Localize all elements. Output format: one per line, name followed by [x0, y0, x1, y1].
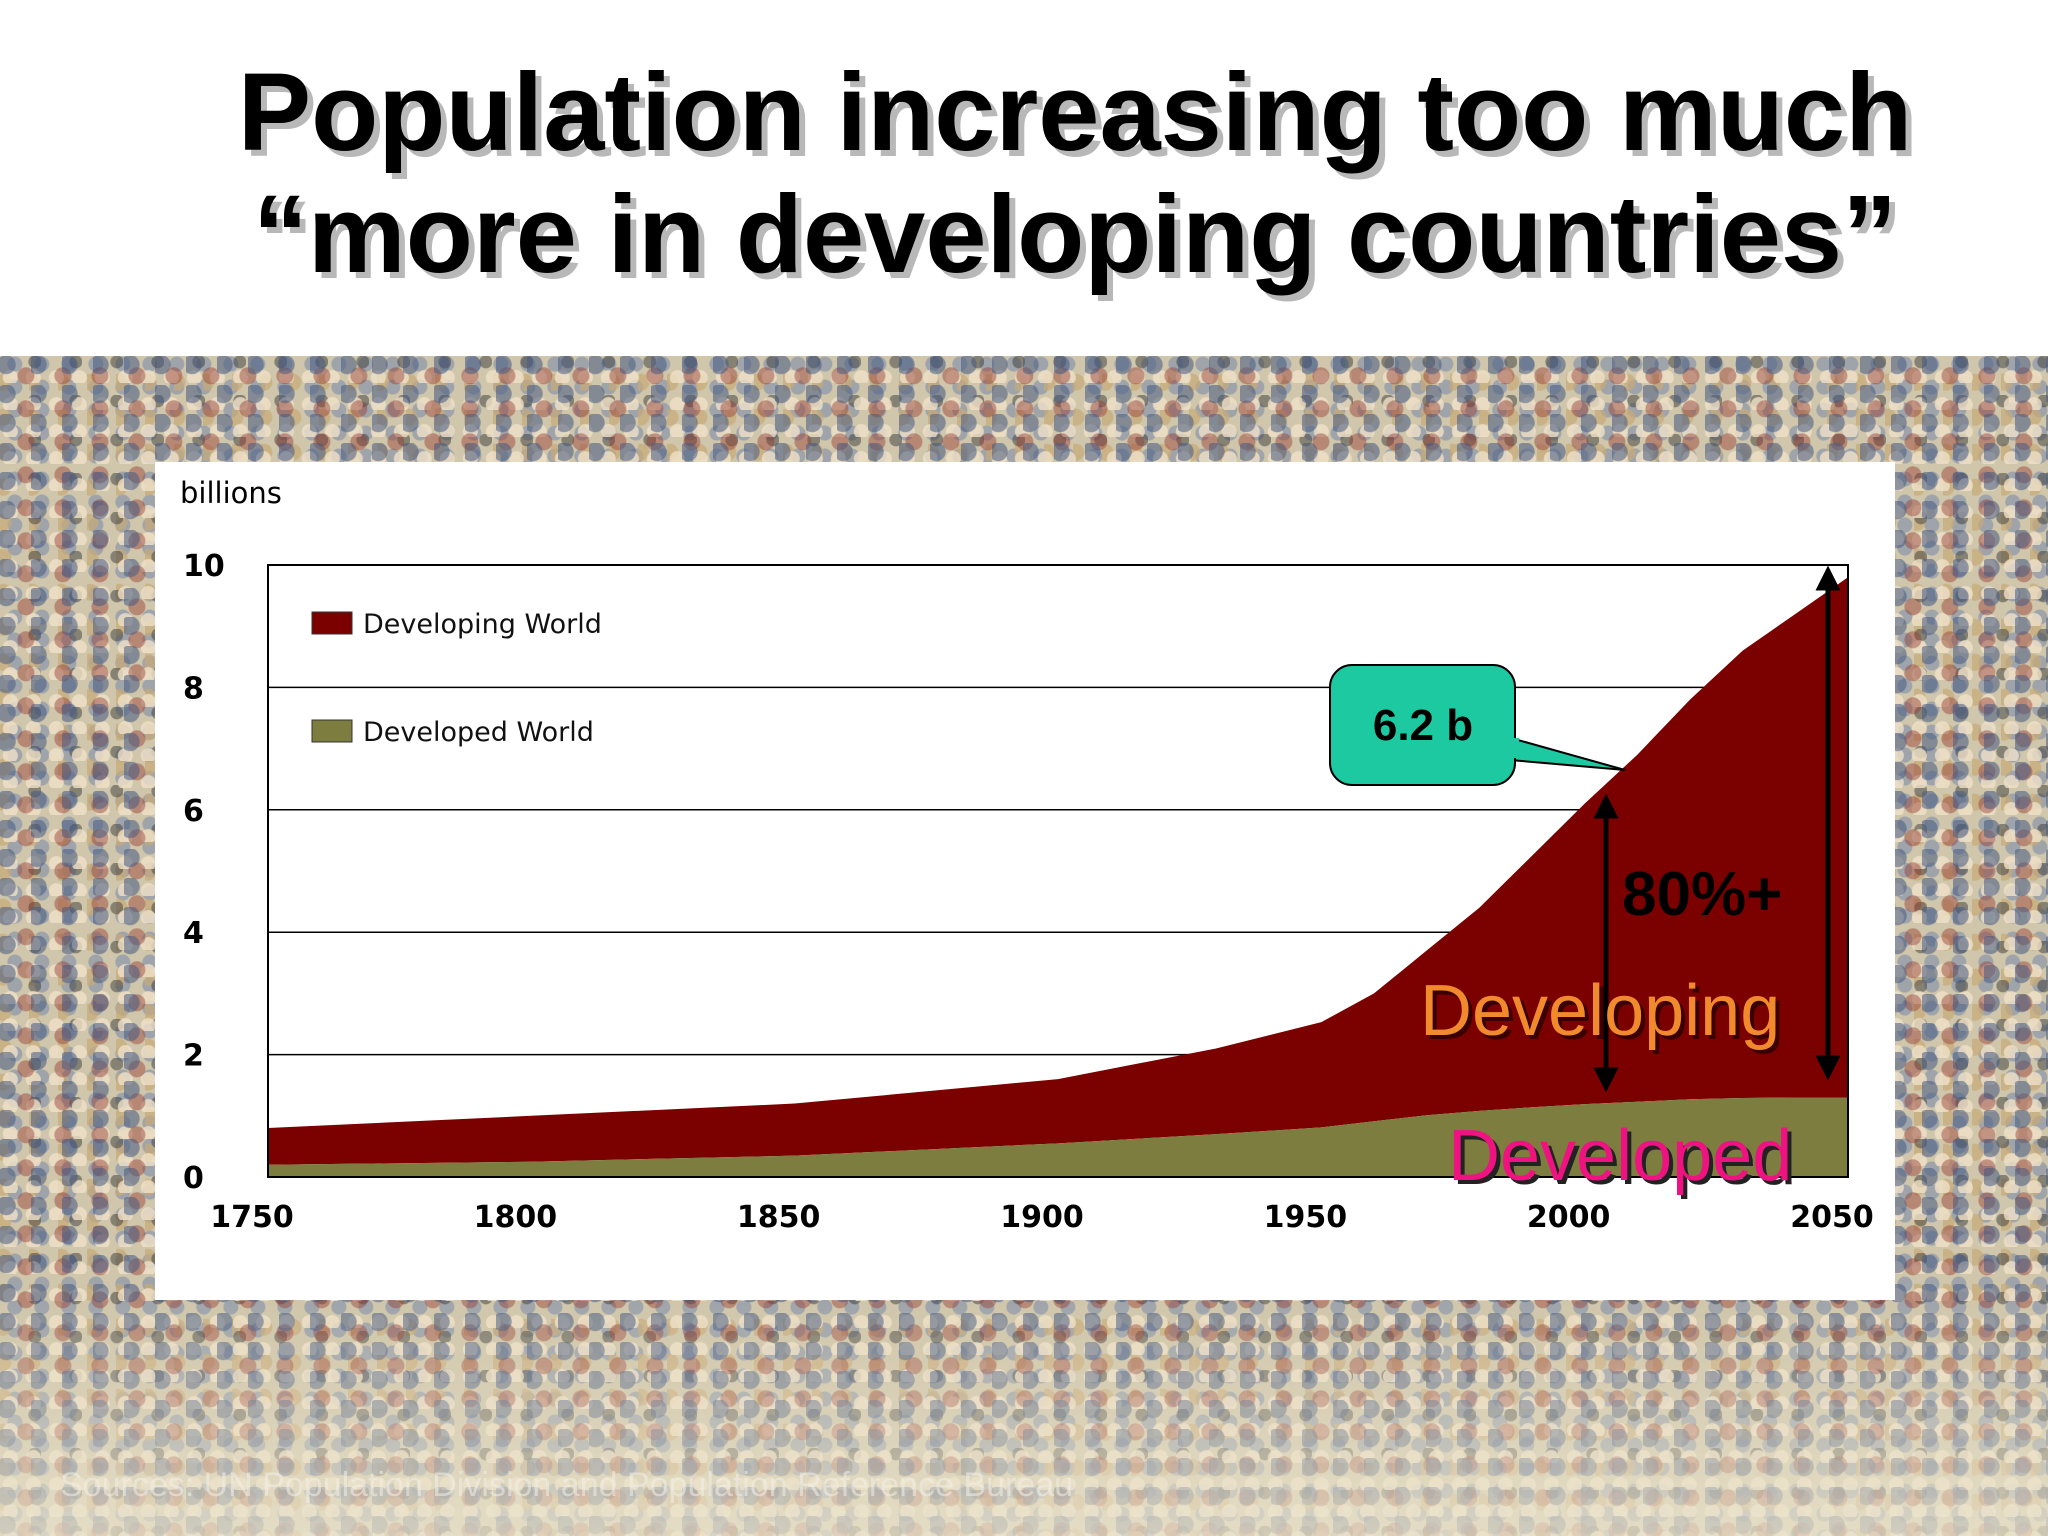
slide-title: Population increasing too much “more in …	[130, 52, 2020, 296]
y-tick-label-0: 0	[183, 1161, 204, 1196]
x-tick-label-2000: 2000	[1527, 1200, 1611, 1235]
y-tick-label-8: 8	[183, 671, 204, 706]
source-note: Sources: UN Population Division and Popu…	[60, 1466, 1074, 1504]
plot-frame	[267, 564, 1849, 1178]
x-tick-label-1850: 1850	[737, 1200, 821, 1235]
y-axis-label: billions	[180, 476, 282, 510]
share-label: 80%+	[1622, 860, 1782, 929]
tick-labels: 0 2 4 6 8 10 1750 1800 1850 1900 1950 2000 2050	[183, 549, 1874, 1235]
slide-title-line-2: “more in developing countries”	[252, 173, 1898, 296]
y-tick-label-4: 4	[183, 916, 204, 951]
y-tick-label-6: 6	[183, 794, 204, 829]
plot-border	[267, 564, 1849, 1178]
x-tick-label-1900: 1900	[1000, 1200, 1084, 1235]
x-tick-label-2050: 2050	[1790, 1200, 1874, 1235]
legend-label-developing-world: Developing World	[363, 609, 602, 640]
y-tick-label-10: 10	[183, 549, 225, 584]
legend-swatch-developing-world	[311, 611, 353, 635]
area-developed-world	[268, 1097, 1848, 1177]
x-tick-label-1800: 1800	[474, 1200, 558, 1235]
y-tick-label-2: 2	[183, 1039, 204, 1074]
slide-title-line-1: Population increasing too much	[237, 51, 1913, 174]
x-tick-label-1750: 1750	[210, 1200, 294, 1235]
developing-label: Developing	[1420, 971, 1780, 1051]
area-developing-world	[268, 577, 1848, 1165]
callout-label: 6.2 b	[1373, 701, 1473, 750]
area-series	[268, 577, 1848, 1177]
x-tick-label-1950: 1950	[1264, 1200, 1348, 1235]
crowd-fade-overlay	[0, 1300, 2048, 1536]
legend-swatch-developed-world	[311, 719, 353, 743]
developed-label: Developed	[1448, 1116, 1792, 1196]
legend-label-developed-world: Developed World	[363, 717, 594, 748]
legend: Developing World Developed World	[311, 609, 602, 748]
callout-join	[1495, 738, 1519, 758]
callout-bubble	[1329, 664, 1516, 786]
annotations: 6.2 b 80%+ Developing Developed	[1329, 565, 1841, 1196]
